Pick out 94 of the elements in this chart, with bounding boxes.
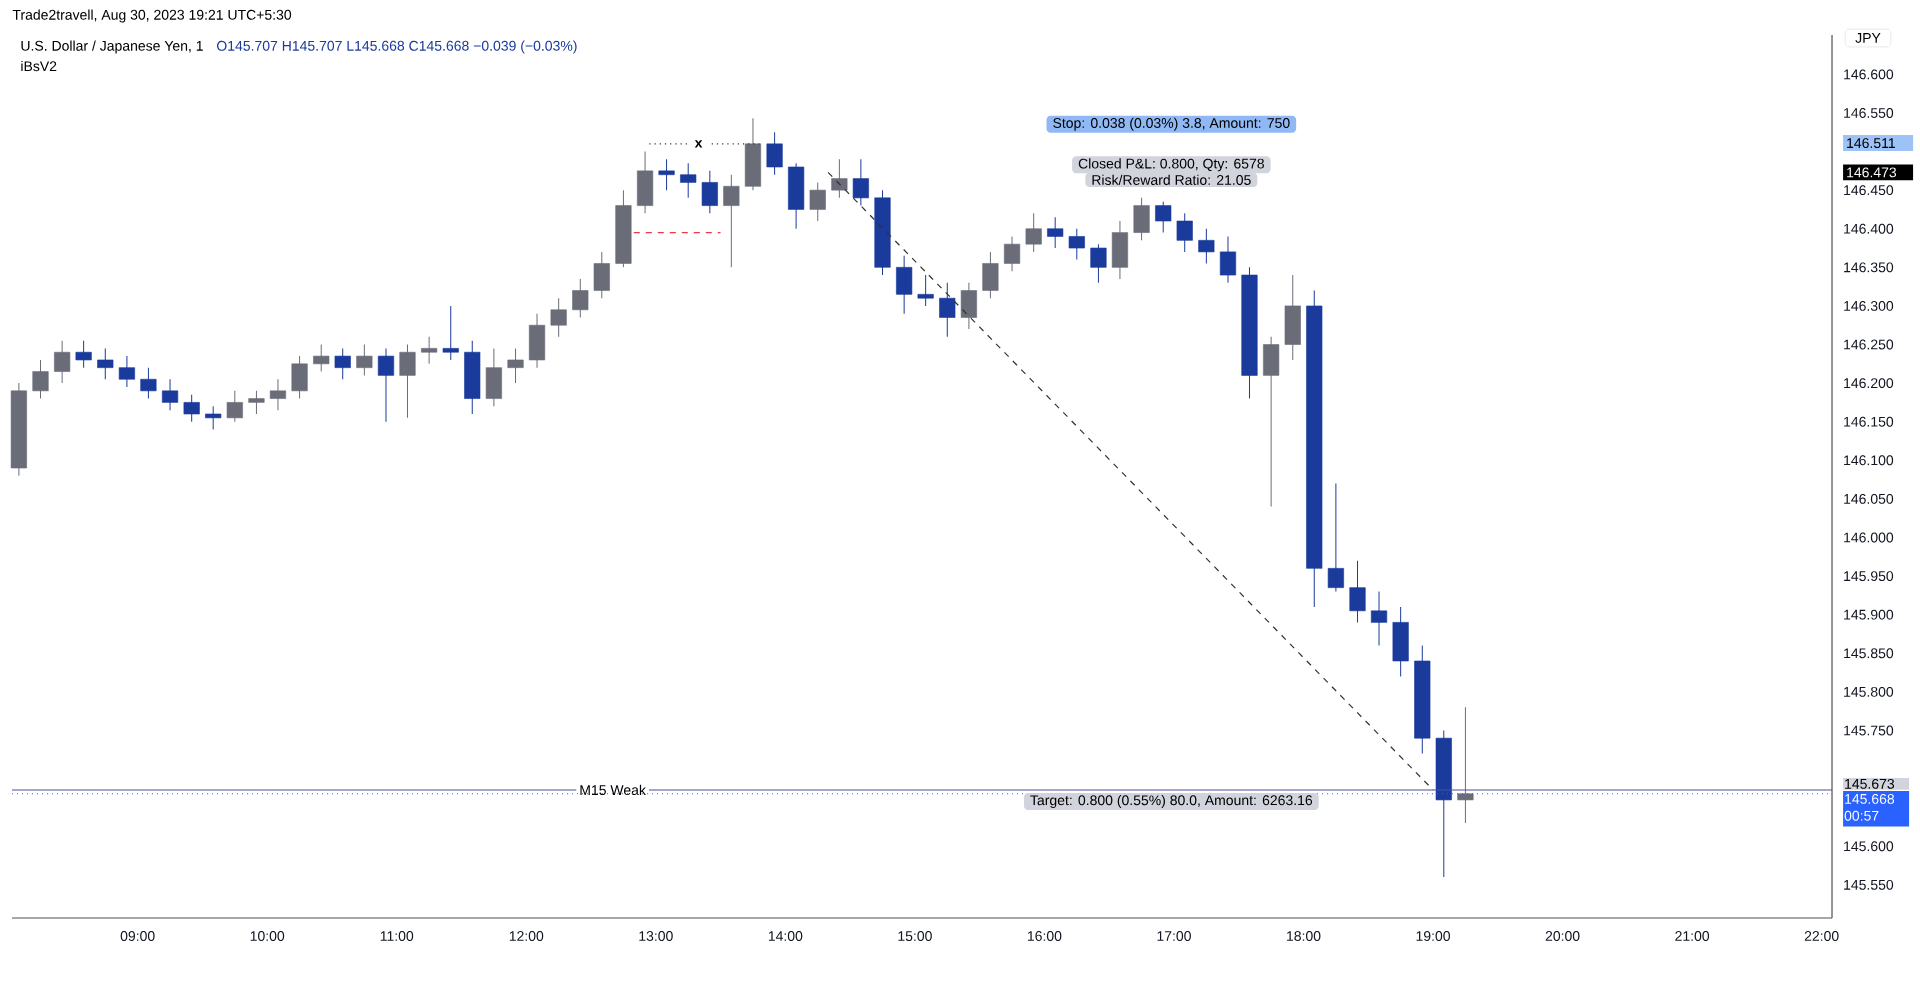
candlestick (356, 344, 373, 376)
candlestick (1090, 243, 1107, 284)
candlestick (1047, 216, 1064, 249)
chart-subtitle: O145.707 H145.707 L145.668 C145.668 −0.039 (−0.03%) (217, 40, 577, 54)
y-tick-label: 146.350 (1844, 262, 1894, 273)
candlestick (680, 162, 697, 199)
y-tick-label: 146.600 (1844, 69, 1894, 80)
candlestick (248, 390, 265, 415)
x-tick-label: 17:00 (1157, 931, 1191, 941)
candlestick (183, 394, 200, 423)
candlestick (1219, 235, 1237, 284)
x-tick-label: 21:00 (1675, 931, 1710, 941)
candlestick (226, 390, 243, 423)
candlestick (1176, 212, 1193, 253)
candlestick (1003, 235, 1021, 272)
candlestick (1068, 228, 1085, 261)
y-tick-label: 145.550 (1844, 879, 1894, 890)
candlestick (1327, 482, 1344, 593)
y-axis-title: JPY (1855, 33, 1881, 43)
x-tick-label: 15:00 (898, 931, 932, 941)
y-tick-label: 145.673 (1845, 778, 1895, 789)
candlestick (1349, 560, 1366, 623)
y-tick-label: 146.450 (1844, 185, 1894, 196)
candlestick (507, 347, 524, 384)
text: Trade2travell, Aug 30, 2023 19:21 UTC+5:30 (12, 9, 292, 23)
y-tick-label: 145.950 (1844, 571, 1894, 582)
x-tick-label: 11:00 (380, 931, 414, 941)
y-tick-label: 146.511 (1847, 138, 1895, 149)
x-tick-label: 20:00 (1545, 931, 1580, 941)
y-tick-label: 146.550 (1844, 108, 1894, 118)
candlestick (118, 355, 135, 388)
candlestick (701, 170, 718, 214)
candlestick (831, 158, 848, 199)
y-tick-label: 145.600 (1844, 841, 1894, 852)
x-tick-label: 13:00 (639, 931, 673, 941)
candlestick (205, 405, 222, 430)
candlestick (1370, 591, 1388, 647)
y-tick-label: 145.750 (1844, 725, 1894, 736)
candlestick (917, 274, 934, 307)
candlestick (97, 347, 114, 380)
candlestick (75, 340, 92, 369)
candlestick (54, 340, 71, 384)
y-tick-label: 146.200 (1844, 378, 1894, 389)
x-tick-label: 18:00 (1287, 931, 1321, 941)
y-tick-label: 146.473 (1847, 167, 1897, 178)
candlestick (377, 347, 395, 423)
y-tick-label: 146.000 (1844, 532, 1894, 543)
annotation: Stop: 0.038 (0.03%) 3.8, Amount: 750 (1053, 117, 1290, 131)
candlestick (939, 282, 956, 338)
y-tick-label: 146.400 (1844, 223, 1894, 234)
annotation: Closed P&L: 0.800, Qty: 6578 (1078, 158, 1264, 172)
text: 00:57 (1844, 810, 1879, 821)
candlestick (1457, 706, 1474, 824)
x-tick-label: 19:00 (1416, 931, 1451, 941)
candlestick (421, 336, 438, 365)
candlestick (140, 367, 157, 400)
candlestick (32, 359, 49, 400)
candlestick (161, 378, 179, 411)
candlestick (809, 181, 826, 222)
ref-line-label: M15 Weak (580, 784, 646, 796)
y-tick-label: 145.668 (1845, 793, 1895, 804)
candlestick (1198, 228, 1215, 264)
x-tick-label: 14:00 (768, 931, 803, 941)
y-tick-label: 145.850 (1844, 648, 1894, 659)
x-tick-label: 16:00 (1027, 931, 1062, 941)
y-tick-label: 146.050 (1844, 493, 1894, 504)
candlestick (399, 344, 416, 419)
candlestick (572, 278, 589, 318)
candlestick (442, 305, 459, 361)
candlestick (334, 347, 351, 380)
y-tick-label: 146.300 (1844, 300, 1894, 311)
candlestick (550, 297, 567, 338)
x-tick-label: 10:00 (250, 931, 285, 941)
candlestick (313, 344, 330, 373)
annotation: iBsV2 (21, 60, 57, 72)
y-tick-label: 145.800 (1844, 686, 1894, 697)
candlestick (852, 158, 869, 207)
x-tick-label: 12:00 (509, 931, 544, 941)
x-tick-label: 09:00 (120, 931, 155, 941)
y-tick-label: 146.250 (1844, 339, 1894, 350)
y-tick-label: 145.900 (1844, 609, 1894, 620)
candlestick (723, 174, 740, 268)
annotation: x (694, 140, 703, 148)
candlestick (766, 131, 783, 176)
annotation: Risk/Reward Ratio: 21.05 (1092, 174, 1251, 185)
y-tick-label: 146.100 (1844, 455, 1894, 466)
candlestick (1155, 201, 1172, 234)
annotation: Target: 0.800 (0.55%) 80.0, Amount: 6263.16 (1030, 794, 1313, 808)
x-tick-label: 22:00 (1804, 931, 1839, 941)
y-tick-label: 146.150 (1844, 416, 1894, 427)
chart-title: U.S. Dollar / Japanese Yen, 1 (21, 40, 203, 54)
candlestick (658, 158, 675, 191)
candlestick (269, 378, 287, 411)
candlestick (1025, 212, 1042, 253)
